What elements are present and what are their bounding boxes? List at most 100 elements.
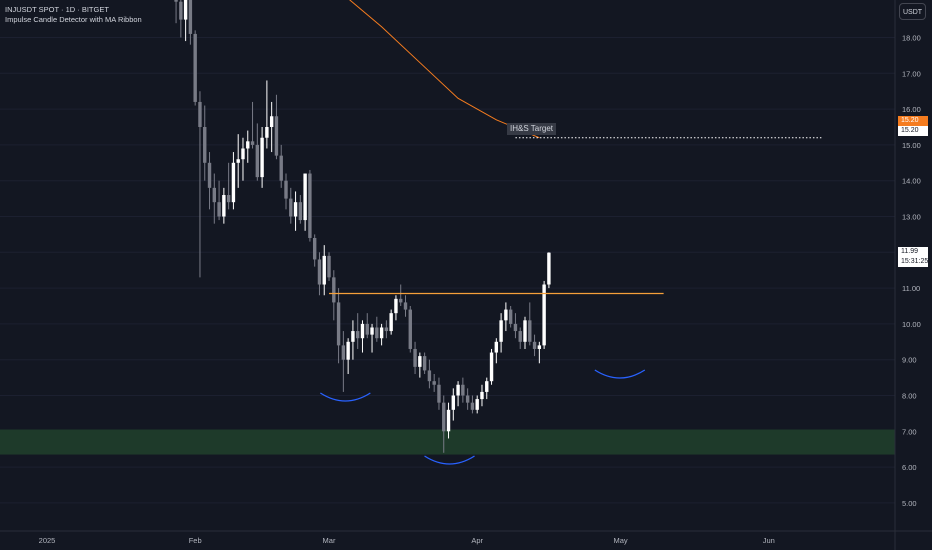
candle[interactable] (451, 388, 455, 421)
candle[interactable] (260, 127, 264, 188)
candle[interactable] (365, 313, 369, 339)
candle[interactable] (465, 388, 470, 410)
candle[interactable] (322, 245, 326, 296)
candle[interactable] (188, 0, 193, 45)
candle[interactable] (470, 395, 475, 414)
candle[interactable] (317, 252, 322, 296)
countdown-tag: 15:31:25 (898, 257, 928, 267)
candle[interactable] (298, 195, 303, 224)
left-shoulder-arc[interactable] (320, 392, 371, 402)
candle[interactable] (523, 316, 527, 349)
x-tick-label: Mar (323, 536, 336, 545)
candle[interactable] (183, 0, 188, 42)
candle[interactable] (279, 144, 283, 188)
candle[interactable] (456, 381, 460, 407)
candle[interactable] (427, 359, 432, 389)
candle[interactable] (547, 252, 551, 289)
candle[interactable] (437, 377, 441, 410)
target-label[interactable]: IH&S Target (507, 123, 556, 135)
candle[interactable] (332, 270, 336, 321)
ma-line (349, 0, 540, 139)
y-tick-label: 10.00 (902, 320, 921, 329)
candle[interactable] (399, 284, 403, 306)
x-tick-label: Feb (189, 536, 202, 545)
candle[interactable] (174, 0, 178, 24)
candle[interactable] (432, 374, 436, 392)
candle[interactable] (518, 327, 522, 349)
candle[interactable] (418, 352, 422, 378)
candle[interactable] (241, 137, 245, 181)
symbol-title[interactable]: INJUSDT SPOT · 1D · BITGET (5, 5, 109, 14)
candle[interactable] (394, 295, 398, 321)
candle[interactable] (442, 395, 446, 453)
candle[interactable] (198, 91, 202, 278)
candle[interactable] (255, 123, 260, 181)
candle[interactable] (375, 316, 379, 342)
candle[interactable] (303, 173, 307, 231)
candle[interactable] (356, 313, 360, 349)
right-shoulder-arc[interactable] (594, 369, 646, 379)
candle[interactable] (379, 323, 384, 346)
currency-badge[interactable]: USDT (899, 3, 926, 20)
candle[interactable] (389, 309, 393, 335)
x-tick-label: 2025 (39, 536, 56, 545)
candle[interactable] (528, 302, 532, 346)
candle[interactable] (489, 348, 494, 385)
candle[interactable] (370, 323, 374, 353)
candle[interactable] (236, 134, 240, 188)
candle[interactable] (422, 352, 427, 375)
candle[interactable] (231, 152, 236, 210)
candle[interactable] (222, 187, 226, 224)
candle[interactable] (226, 162, 231, 210)
head-arc[interactable] (424, 455, 475, 465)
candle[interactable] (327, 252, 331, 281)
target-price-tag: 15.20 (898, 126, 928, 136)
candle[interactable] (308, 169, 312, 242)
candle[interactable] (446, 402, 451, 439)
candle[interactable] (274, 94, 279, 160)
candle[interactable] (360, 320, 365, 353)
candle[interactable] (265, 80, 269, 149)
candle[interactable] (246, 130, 250, 163)
candle[interactable] (193, 30, 197, 106)
candle[interactable] (508, 306, 513, 328)
candle[interactable] (217, 180, 221, 221)
candle[interactable] (499, 313, 503, 353)
candle[interactable] (341, 331, 346, 392)
y-tick-label: 5.00 (902, 499, 917, 508)
candle[interactable] (179, 0, 183, 38)
candle[interactable] (494, 338, 499, 364)
candle[interactable] (513, 313, 518, 339)
candle[interactable] (269, 101, 274, 153)
indicator-title[interactable]: Impulse Candle Detector with MA Ribbon (5, 15, 142, 24)
candle[interactable] (212, 173, 216, 224)
candle[interactable] (346, 338, 350, 375)
y-tick-label: 11.00 (902, 284, 920, 293)
candle[interactable] (480, 384, 484, 407)
y-tick-label: 14.00 (902, 177, 921, 186)
candle[interactable] (461, 377, 465, 403)
candle[interactable] (542, 280, 546, 349)
candle[interactable] (475, 395, 479, 414)
candle[interactable] (289, 187, 293, 224)
candle[interactable] (351, 320, 355, 360)
candle[interactable] (384, 320, 389, 339)
candle[interactable] (504, 302, 508, 332)
candle[interactable] (293, 191, 298, 231)
chart-legend: INJUSDT SPOT · 1D · BITGET Impulse Candl… (5, 5, 142, 25)
candle[interactable] (284, 173, 288, 210)
candle[interactable] (336, 288, 341, 364)
candle[interactable] (485, 377, 489, 400)
candle[interactable] (203, 105, 207, 181)
candle[interactable] (408, 306, 412, 353)
candle[interactable] (413, 341, 417, 375)
x-tick-label: May (614, 536, 628, 545)
candle[interactable] (532, 334, 537, 357)
candle[interactable] (207, 152, 212, 210)
candle[interactable] (537, 341, 542, 364)
candle[interactable] (403, 295, 408, 317)
y-tick-label: 13.00 (902, 213, 921, 222)
candle[interactable] (250, 101, 255, 149)
candle[interactable] (312, 234, 317, 267)
